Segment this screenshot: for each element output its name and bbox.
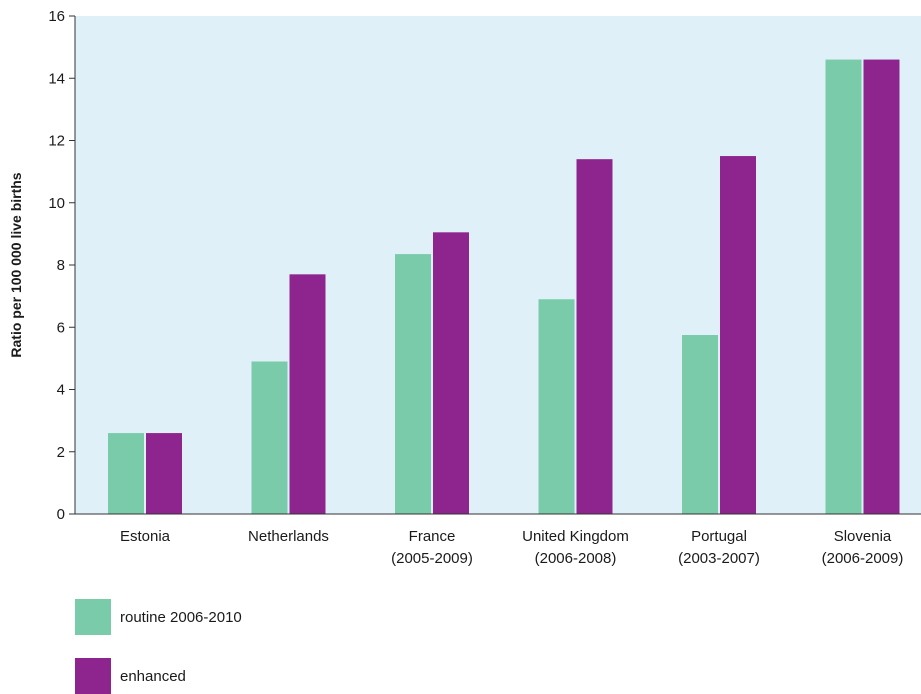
legend-item-routine: routine 2006-2010 bbox=[75, 599, 242, 635]
bars-group bbox=[108, 59, 900, 515]
y-tick-label: 10 bbox=[48, 195, 65, 212]
y-tick-label: 0 bbox=[57, 506, 65, 523]
bar-enhanced bbox=[863, 59, 900, 514]
x-category-label: (2005-2009) bbox=[391, 550, 473, 567]
y-tick-label: 12 bbox=[48, 133, 65, 150]
y-axis-label: Ratio per 100 000 live births bbox=[8, 172, 24, 357]
x-category-label: Slovenia bbox=[834, 528, 892, 545]
bar-routine bbox=[251, 361, 288, 514]
legend-swatch-enhanced bbox=[75, 658, 111, 694]
bar-routine bbox=[825, 59, 862, 514]
legend-item-enhanced: enhanced bbox=[75, 658, 186, 694]
x-axis-labels: Estonia Netherlands France (2005-2009) Unite… bbox=[120, 528, 903, 567]
y-tick-label: 14 bbox=[48, 70, 65, 87]
x-category-label: (2006-2008) bbox=[535, 550, 617, 567]
legend-label-routine: routine 2006-2010 bbox=[120, 608, 242, 626]
bar-enhanced bbox=[433, 232, 469, 514]
y-axis-ticks: 0 2 4 6 8 10 12 14 16 bbox=[48, 8, 75, 523]
x-category-label: (2003-2007) bbox=[678, 550, 760, 567]
y-tick-label: 16 bbox=[48, 8, 65, 25]
bar-routine bbox=[108, 433, 144, 514]
x-category-label: France bbox=[409, 528, 456, 545]
bar-routine bbox=[538, 299, 575, 514]
legend-swatch-routine bbox=[75, 599, 111, 635]
bar-enhanced bbox=[720, 156, 756, 514]
bar-routine bbox=[395, 254, 431, 514]
bar-enhanced bbox=[289, 274, 326, 514]
bar-enhanced bbox=[146, 433, 182, 514]
x-category-label: Estonia bbox=[120, 528, 171, 545]
y-tick-label: 2 bbox=[57, 444, 65, 461]
x-category-label: United Kingdom bbox=[522, 528, 629, 545]
x-category-label: (2006-2009) bbox=[822, 550, 904, 567]
x-category-label: Netherlands bbox=[248, 528, 329, 545]
legend-label-enhanced: enhanced bbox=[120, 667, 186, 685]
bar-routine bbox=[682, 335, 718, 514]
plot-area bbox=[75, 16, 921, 514]
bar-enhanced bbox=[576, 159, 613, 515]
y-tick-label: 8 bbox=[57, 257, 65, 274]
y-tick-label: 6 bbox=[57, 319, 65, 336]
y-tick-label: 4 bbox=[57, 382, 65, 399]
x-category-label: Portugal bbox=[691, 528, 747, 545]
